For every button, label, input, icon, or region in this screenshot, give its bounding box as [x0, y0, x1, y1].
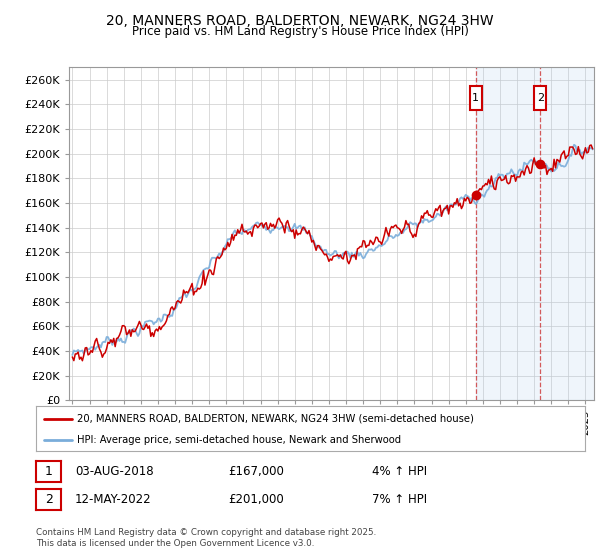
Text: £201,000: £201,000: [228, 493, 284, 506]
Text: 7% ↑ HPI: 7% ↑ HPI: [372, 493, 427, 506]
Text: 4% ↑ HPI: 4% ↑ HPI: [372, 465, 427, 478]
Text: 20, MANNERS ROAD, BALDERTON, NEWARK, NG24 3HW (semi-detached house): 20, MANNERS ROAD, BALDERTON, NEWARK, NG2…: [77, 413, 474, 423]
Text: 2: 2: [44, 493, 53, 506]
Text: 1: 1: [472, 93, 479, 103]
FancyBboxPatch shape: [535, 86, 546, 110]
Bar: [476, 67, 600, 400]
Text: 20, MANNERS ROAD, BALDERTON, NEWARK, NG24 3HW: 20, MANNERS ROAD, BALDERTON, NEWARK, NG2…: [106, 14, 494, 28]
Text: Price paid vs. HM Land Registry's House Price Index (HPI): Price paid vs. HM Land Registry's House …: [131, 25, 469, 38]
Text: 2: 2: [537, 93, 544, 103]
Text: Contains HM Land Registry data © Crown copyright and database right 2025.
This d: Contains HM Land Registry data © Crown c…: [36, 528, 376, 548]
FancyBboxPatch shape: [470, 86, 482, 110]
Text: 1: 1: [44, 465, 53, 478]
Text: HPI: Average price, semi-detached house, Newark and Sherwood: HPI: Average price, semi-detached house,…: [77, 435, 401, 445]
Text: £167,000: £167,000: [228, 465, 284, 478]
Text: 12-MAY-2022: 12-MAY-2022: [75, 493, 152, 506]
Text: 03-AUG-2018: 03-AUG-2018: [75, 465, 154, 478]
